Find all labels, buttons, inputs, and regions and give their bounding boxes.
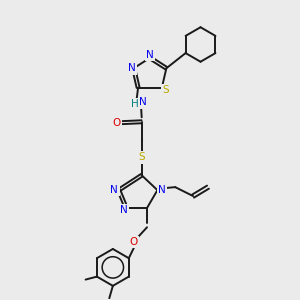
Text: H: H: [131, 99, 139, 109]
Text: N: N: [139, 98, 147, 107]
Text: S: S: [138, 152, 145, 162]
Text: N: N: [110, 184, 118, 194]
Text: N: N: [120, 205, 128, 215]
Text: S: S: [162, 85, 169, 95]
Text: N: N: [128, 63, 136, 73]
Text: O: O: [112, 118, 121, 128]
Text: O: O: [129, 237, 137, 247]
Text: N: N: [158, 184, 166, 194]
Text: N: N: [146, 50, 154, 60]
